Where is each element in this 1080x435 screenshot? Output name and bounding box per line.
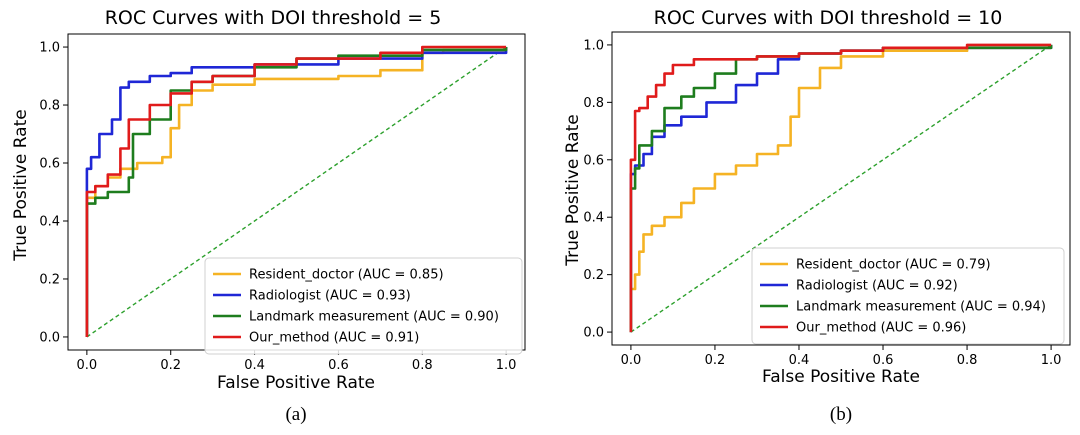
- y-axis-label-b: True Positive Rate: [563, 114, 583, 266]
- y-tick-label: 0.2: [39, 272, 60, 287]
- roc-curve-our-method: [85, 45, 507, 337]
- roc-curve-resident-doctor: [85, 47, 508, 337]
- legend-label: Resident_doctor (AUC = 0.79): [796, 258, 991, 273]
- y-tick-label: 0.6: [39, 157, 60, 172]
- x-axis-label-a: False Positive Rate: [217, 373, 375, 393]
- roc-curve-radiologist: [85, 47, 508, 337]
- y-tick-label: 0.0: [39, 330, 60, 345]
- y-tick-label: 0.2: [583, 268, 604, 283]
- legend-box: [751, 247, 1065, 345]
- x-tick-label: 1.0: [1041, 353, 1062, 368]
- x-tick-label: 0.6: [328, 358, 349, 373]
- roc-curve-landmark: [85, 47, 508, 337]
- plot-frame-b: [611, 31, 1071, 346]
- x-tick-label: 0.8: [412, 358, 433, 373]
- x-tick-label: 0.0: [77, 358, 98, 373]
- legend-label: Our_method (AUC = 0.96): [796, 321, 966, 336]
- chart-panel-b: ROC Curves with DOI threshold = 10 False…: [563, 7, 1071, 425]
- legend-box: [204, 257, 523, 355]
- x-tick-label: 0.8: [957, 353, 978, 368]
- roc-curve-resident-doctor: [629, 44, 1053, 333]
- x-tick-label: 0.2: [160, 358, 181, 373]
- chart-title-b: ROC Curves with DOI threshold = 10: [654, 7, 1003, 29]
- y-axis-label-a: True Positive Rate: [11, 109, 31, 261]
- caption-b: (b): [830, 404, 852, 425]
- chart-title-a: ROC Curves with DOI threshold = 5: [105, 7, 442, 29]
- chance-diagonal-line: [630, 44, 1052, 333]
- legend-label: Landmark measurement (AUC = 0.94): [796, 300, 1046, 315]
- legend-label: Radiologist (AUC = 0.93): [249, 289, 411, 304]
- legend-label: Resident_doctor (AUC = 0.85): [249, 268, 444, 283]
- x-tick-label: 0.4: [244, 358, 265, 373]
- y-tick-label: 0.0: [583, 326, 604, 341]
- legend-label: Landmark measurement (AUC = 0.90): [249, 310, 499, 325]
- caption-a: (a): [285, 404, 306, 425]
- y-tick-label: 0.4: [583, 211, 604, 226]
- x-tick-label: 0.4: [789, 353, 810, 368]
- y-tick-label: 1.0: [39, 41, 60, 56]
- y-tick-label: 0.8: [583, 96, 604, 111]
- y-tick-label: 0.8: [39, 99, 60, 114]
- x-tick-label: 0.0: [621, 353, 642, 368]
- x-axis-label-b: False Positive Rate: [762, 367, 920, 387]
- x-tick-label: 0.2: [705, 353, 726, 368]
- legend-label: Radiologist (AUC = 0.92): [796, 279, 958, 294]
- chance-diagonal-line: [86, 46, 507, 338]
- y-tick-label: 0.4: [39, 214, 60, 229]
- y-tick-label: 0.6: [583, 153, 604, 168]
- x-tick-label: 0.6: [873, 353, 894, 368]
- y-tick-label: 1.0: [583, 38, 604, 53]
- legend-label: Our_method (AUC = 0.91): [249, 331, 419, 346]
- chart-panel-a: ROC Curves with DOI threshold = 5 False …: [11, 7, 526, 425]
- x-tick-label: 1.0: [496, 358, 517, 373]
- roc-curve-our-method: [629, 43, 1052, 333]
